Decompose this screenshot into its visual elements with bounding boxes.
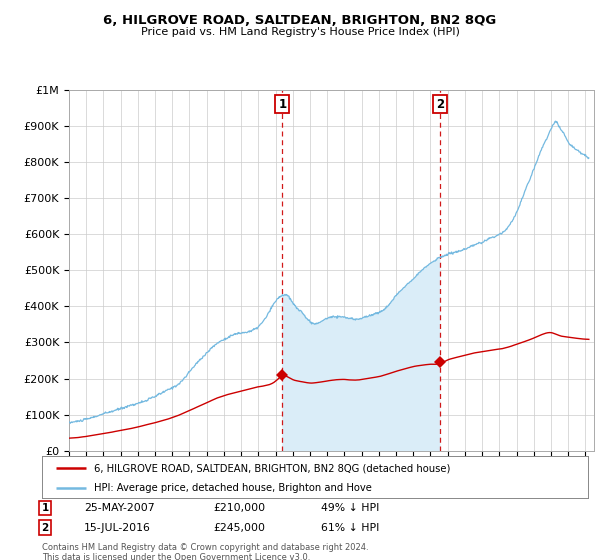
Text: 15-JUL-2016: 15-JUL-2016 <box>84 522 151 533</box>
Text: £245,000: £245,000 <box>213 522 265 533</box>
Text: 1: 1 <box>278 97 286 110</box>
Text: 6, HILGROVE ROAD, SALTDEAN, BRIGHTON, BN2 8QG: 6, HILGROVE ROAD, SALTDEAN, BRIGHTON, BN… <box>103 14 497 27</box>
Text: 1: 1 <box>41 503 49 513</box>
Text: 61% ↓ HPI: 61% ↓ HPI <box>321 522 379 533</box>
Text: Price paid vs. HM Land Registry's House Price Index (HPI): Price paid vs. HM Land Registry's House … <box>140 27 460 37</box>
Text: HPI: Average price, detached house, Brighton and Hove: HPI: Average price, detached house, Brig… <box>94 483 372 493</box>
Text: £210,000: £210,000 <box>213 503 265 513</box>
Text: 6, HILGROVE ROAD, SALTDEAN, BRIGHTON, BN2 8QG (detached house): 6, HILGROVE ROAD, SALTDEAN, BRIGHTON, BN… <box>94 463 450 473</box>
Text: Contains HM Land Registry data © Crown copyright and database right 2024.
This d: Contains HM Land Registry data © Crown c… <box>42 543 368 560</box>
Text: 49% ↓ HPI: 49% ↓ HPI <box>321 503 379 513</box>
Text: 2: 2 <box>436 97 444 110</box>
Text: 25-MAY-2007: 25-MAY-2007 <box>84 503 155 513</box>
Text: 2: 2 <box>41 522 49 533</box>
